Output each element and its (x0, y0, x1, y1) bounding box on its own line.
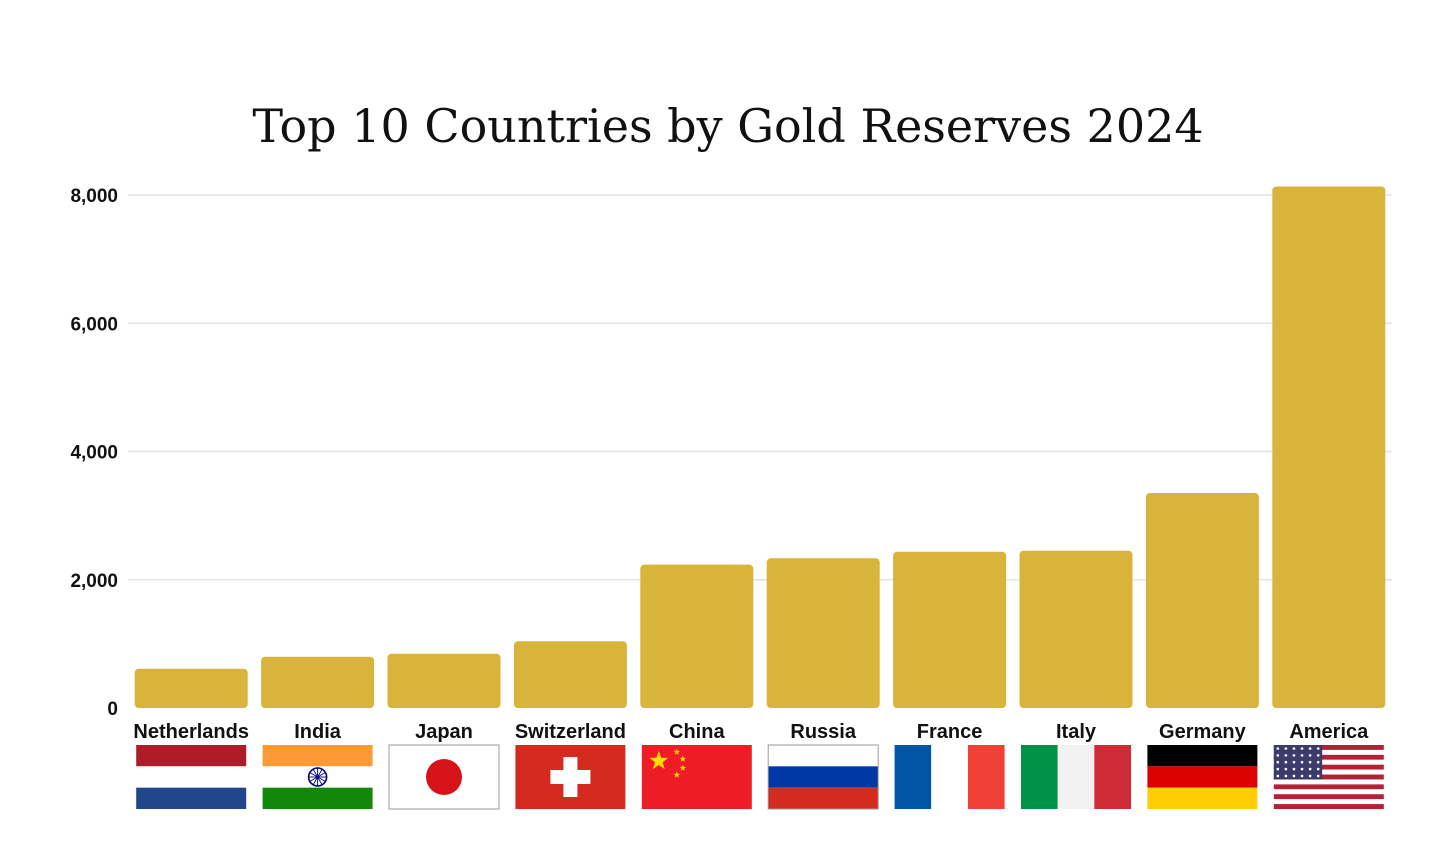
category-label: Russia (790, 721, 856, 743)
category-label: China (669, 721, 725, 743)
china-flag-icon (641, 745, 752, 809)
switzerland-flag-icon (515, 745, 626, 809)
category-label: Netherlands (133, 721, 249, 743)
russia-flag-icon (767, 744, 879, 810)
bar-france (893, 551, 1007, 708)
bar-japan (387, 653, 501, 708)
flags (136, 744, 1384, 810)
netherlands-flag-icon (136, 745, 247, 809)
india-flag-icon (262, 745, 373, 809)
germany-flag-icon (1147, 745, 1258, 809)
category-label: Italy (1056, 721, 1097, 743)
bar-china (640, 564, 754, 708)
bar-netherlands (134, 668, 248, 708)
bar-italy (1019, 550, 1133, 708)
france-flag-icon (894, 745, 1005, 809)
japan-flag-icon (388, 744, 500, 810)
category-labels: Netherlands India Japan Switzerland China Rus… (133, 721, 1369, 743)
y-tick-label: 0 (107, 699, 118, 720)
category-label: Germany (1159, 721, 1247, 743)
y-tick-label: 8,000 (70, 186, 118, 207)
category-label: France (917, 721, 983, 743)
bar-germany (1145, 493, 1259, 708)
category-label: America (1289, 721, 1369, 743)
usa-flag-icon (1273, 745, 1384, 809)
y-tick-label: 4,000 (70, 443, 118, 464)
bar-india (261, 656, 375, 708)
category-label: India (294, 721, 342, 743)
bars (134, 186, 1386, 708)
y-tick-label: 6,000 (70, 314, 118, 335)
bar-america (1272, 186, 1386, 708)
italy-flag-icon (1021, 745, 1131, 809)
chart-title: Top 10 Countries by Gold Reserves 2024 (252, 99, 1203, 153)
y-axis-ticks: 0 2,000 4,000 6,000 8,000 (70, 186, 118, 720)
y-tick-label: 2,000 (70, 571, 118, 592)
category-label: Japan (415, 721, 473, 743)
bar-russia (766, 558, 880, 708)
bar-switzerland (513, 641, 627, 708)
category-label: Switzerland (515, 721, 626, 743)
